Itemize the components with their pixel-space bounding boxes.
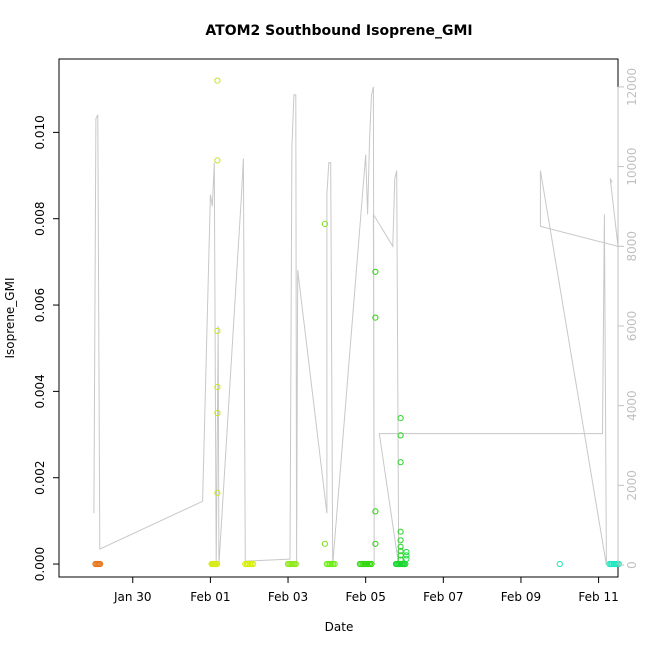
data-point	[321, 540, 328, 547]
data-point	[403, 555, 410, 563]
data-point	[397, 537, 404, 544]
data-point	[397, 415, 404, 422]
data-point	[556, 560, 563, 568]
data-point	[372, 508, 379, 515]
y-tick-label: 0.004	[33, 374, 47, 408]
data-point	[214, 384, 221, 391]
y2-axis: 0 2000 4000 6000 8000 10000 12000	[617, 68, 639, 569]
x-tick-label: Feb 11	[578, 590, 618, 604]
data-point	[397, 459, 404, 466]
altitude-series	[93, 86, 619, 566]
data-point	[213, 560, 221, 568]
altitude-line	[93, 86, 619, 566]
data-point	[214, 489, 221, 496]
data-point	[321, 220, 328, 227]
data-point	[372, 540, 379, 547]
data-point	[397, 528, 404, 535]
data-point	[397, 552, 404, 559]
y2-tick-label: 8000	[625, 231, 639, 262]
data-point	[372, 314, 379, 321]
data-point	[403, 552, 410, 559]
data-point	[397, 556, 404, 563]
x-axis-label: Date	[325, 620, 354, 634]
y2-tick-label: 4000	[625, 390, 639, 421]
x-tick-label: Feb 05	[346, 590, 386, 604]
data-point	[292, 560, 299, 568]
data-point	[397, 432, 404, 439]
x-tick-label: Feb 07	[423, 590, 463, 604]
data-point	[250, 560, 257, 568]
data-point	[615, 560, 622, 568]
y-tick-label: 0.010	[33, 115, 47, 149]
data-point	[214, 157, 221, 164]
data-point	[368, 560, 375, 568]
chart-title: ATOM2 Southbound Isoprene_GMI	[205, 23, 472, 39]
y2-tick-label: 0	[625, 561, 639, 569]
data-point	[397, 548, 404, 555]
data-point	[403, 548, 410, 556]
y2-tick-label: 2000	[625, 470, 639, 501]
y2-tick-label: 12000	[625, 68, 639, 106]
x-tick-label: Feb 01	[190, 590, 230, 604]
plot-frame	[58, 58, 619, 578]
data-point	[331, 560, 338, 568]
data-point	[214, 327, 221, 334]
y-axis: 0.000 0.002 0.004 0.006 0.008 0.010	[33, 115, 60, 581]
data-point	[214, 77, 221, 84]
y-tick-label: 0.000	[33, 547, 47, 581]
x-tick-label: Feb 03	[268, 590, 308, 604]
x-tick-label: Jan 30	[113, 590, 152, 604]
y-tick-label: 0.008	[33, 202, 47, 236]
data-point	[214, 409, 221, 417]
y-tick-label: 0.002	[33, 461, 47, 495]
y-tick-label: 0.006	[33, 288, 47, 322]
y2-tick-label: 6000	[625, 311, 639, 342]
x-tick-label: Feb 09	[501, 590, 541, 604]
data-point	[397, 543, 404, 550]
data-points	[92, 77, 622, 568]
y-axis-label: Isoprene_GMI	[3, 278, 17, 359]
y2-tick-label: 10000	[625, 147, 639, 185]
data-point	[372, 268, 379, 275]
x-axis: Jan 30 Feb 01 Feb 03 Feb 05 Feb 07 Feb 09 Feb …	[113, 576, 619, 604]
data-point	[97, 560, 104, 568]
